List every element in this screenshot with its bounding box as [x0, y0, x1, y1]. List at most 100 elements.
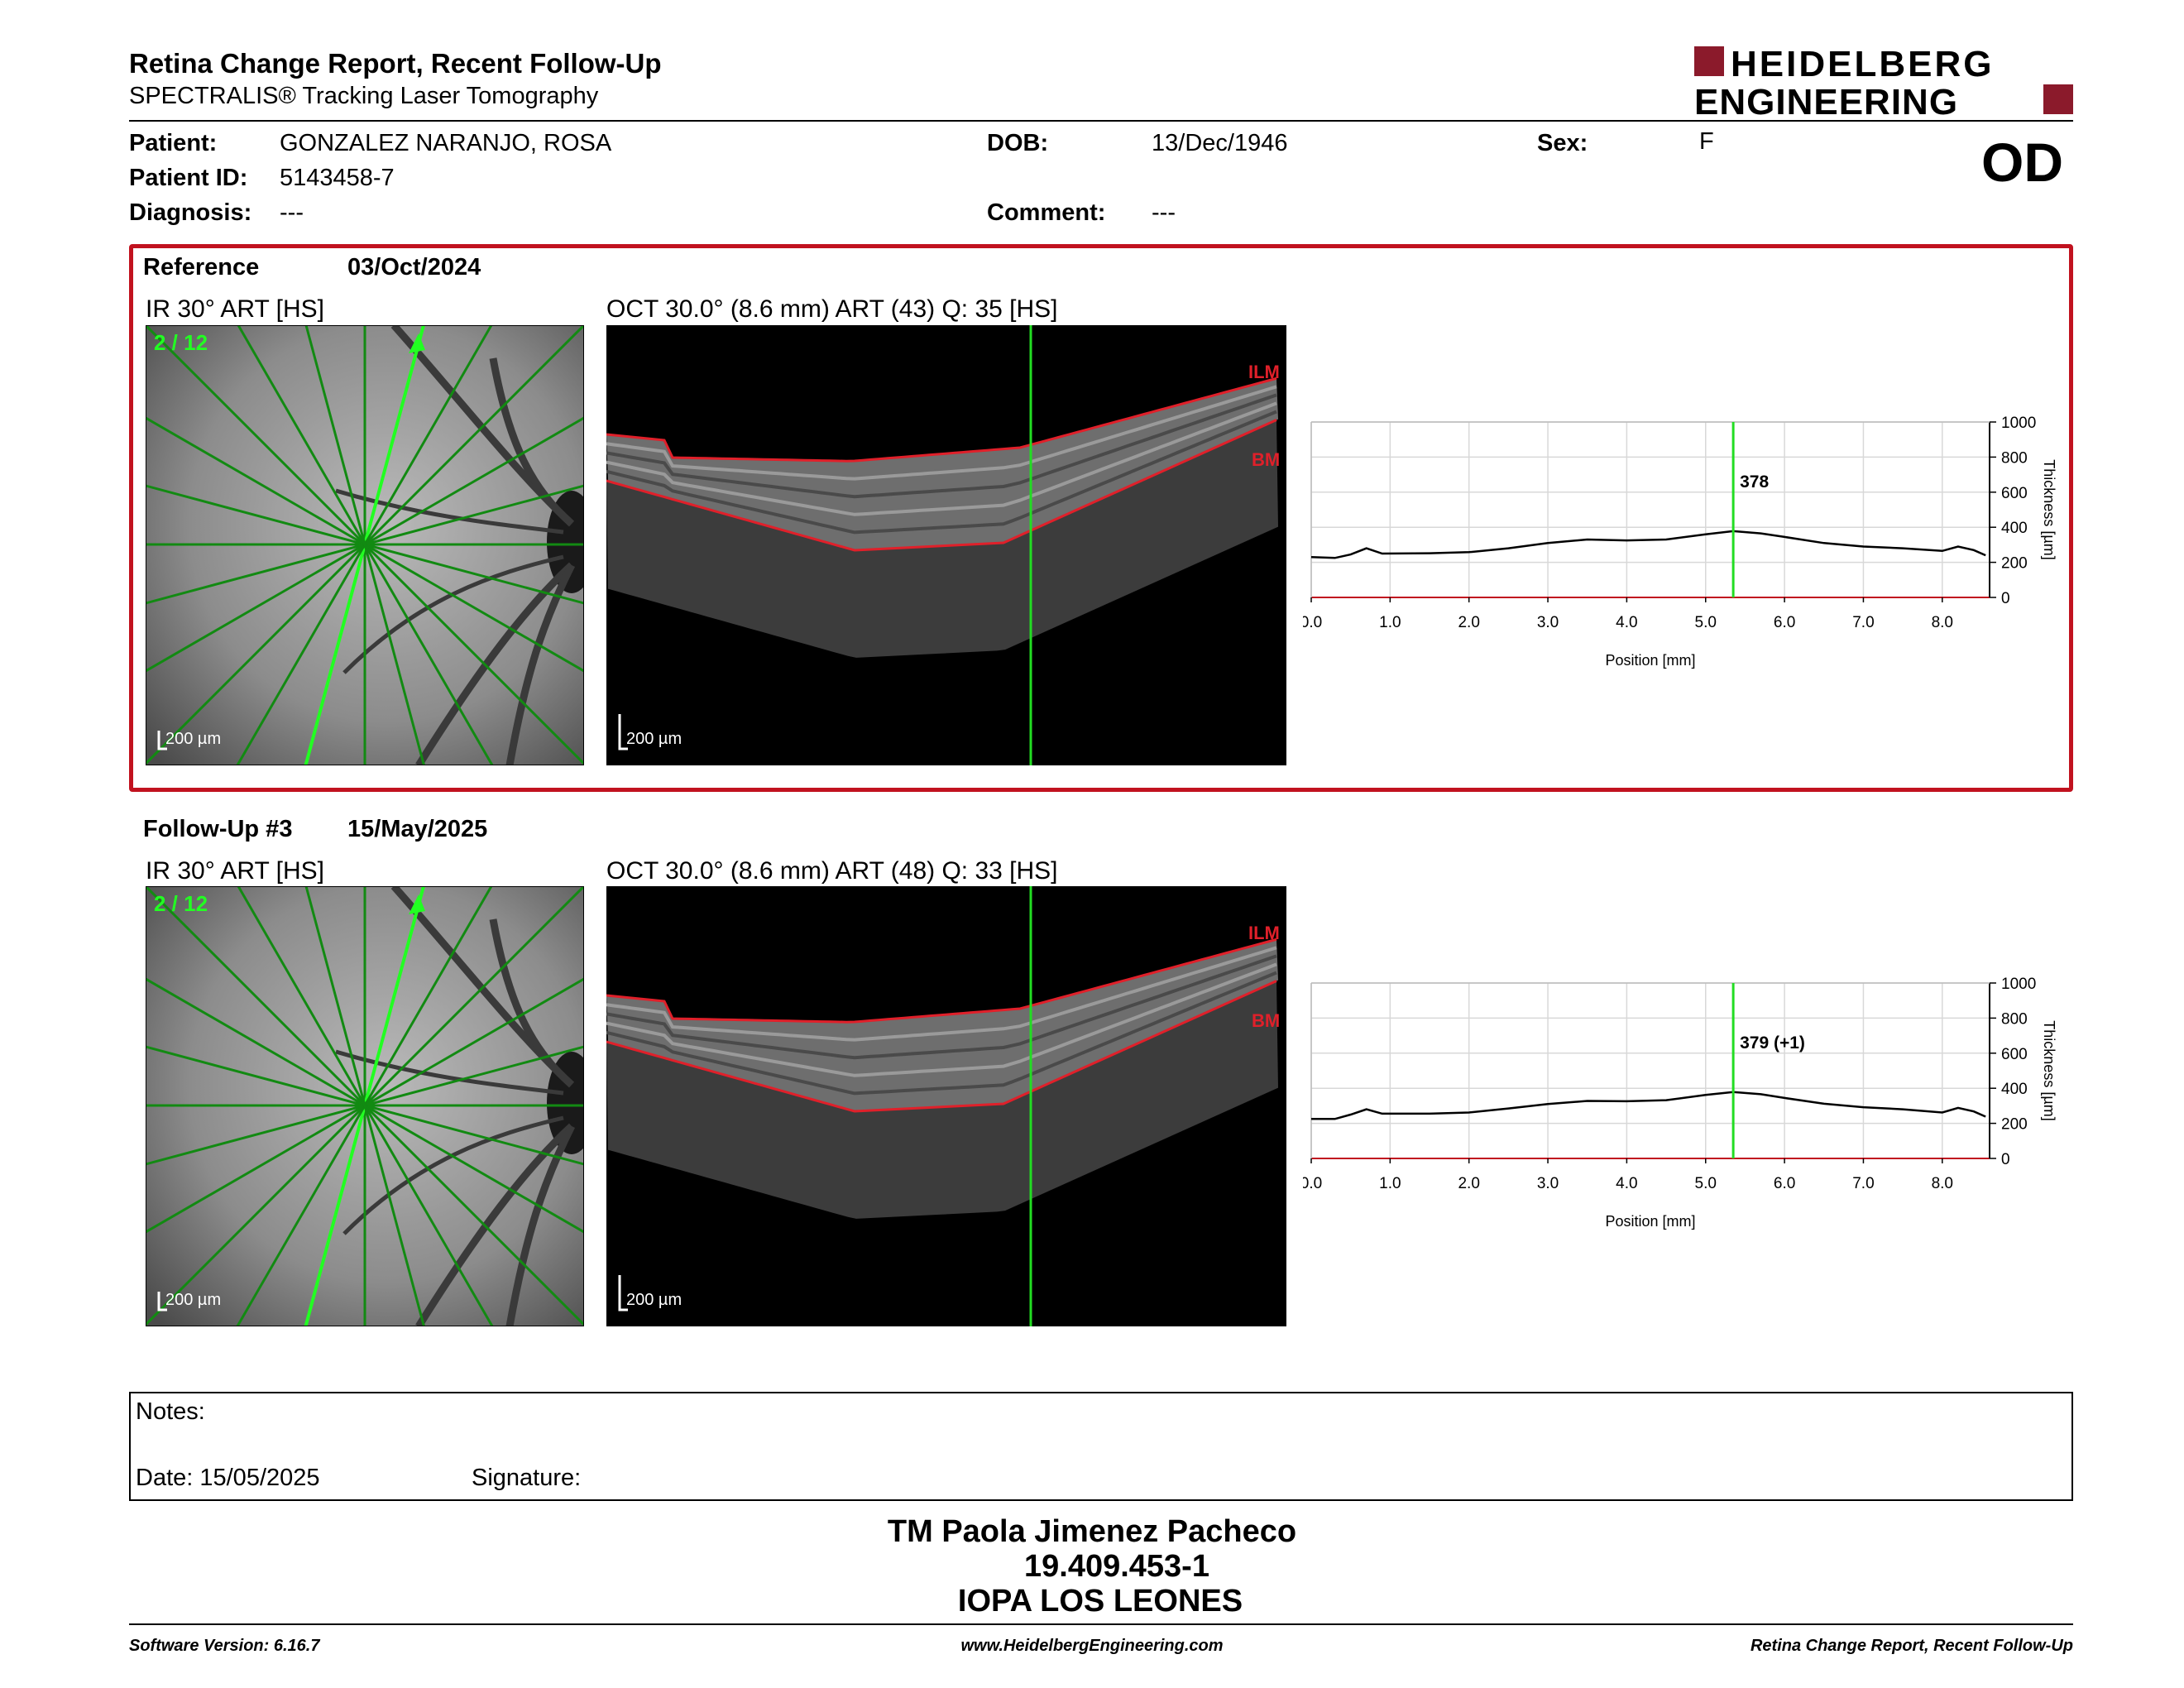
patient-label: Patient:: [129, 130, 218, 156]
scan-line: [304, 325, 426, 765]
y-tick-label: 600: [2001, 1046, 2028, 1063]
diagnosis-label: Diagnosis:: [129, 199, 252, 226]
x-tick-label: 6.0: [1774, 614, 1795, 631]
retinal-vessel: [489, 357, 574, 527]
x-tick-label: 3.0: [1537, 614, 1559, 631]
choroid: [606, 981, 1278, 1219]
retina-sublayer: [606, 393, 1277, 499]
scale-bar: [157, 1292, 167, 1312]
signer-org: IOPA LOS LEONES: [957, 1584, 1243, 1618]
retinal-vessel: [505, 1124, 576, 1326]
footer-report-name: Retina Change Report, Recent Follow-Up: [1750, 1637, 2073, 1655]
followup-date: 15/May/2025: [347, 816, 488, 842]
scale-label: 200 µm: [626, 1291, 682, 1309]
notes-date: Date: 15/05/2025: [136, 1465, 320, 1491]
y-tick-label: 800: [2001, 449, 2028, 467]
patient-id-label: Patient ID:: [129, 165, 248, 191]
retina-sublayer: [606, 971, 1277, 1096]
software-version: Software Version: 6.16.7: [129, 1637, 320, 1655]
x-tick-label: 7.0: [1852, 614, 1874, 631]
x-tick-label: 3.0: [1537, 1175, 1559, 1192]
x-axis-label: Position [mm]: [1605, 1213, 1695, 1230]
scale-label: 200 µm: [165, 1291, 221, 1309]
retinal-vessel: [342, 554, 564, 674]
comment-value: ---: [1152, 199, 1176, 226]
scale-bar: [618, 1275, 628, 1312]
ilm-boundary: [606, 938, 1277, 1024]
reference-frame: [129, 244, 2073, 792]
website-link[interactable]: www.HeidelbergEngineering.com: [960, 1637, 1224, 1655]
retinal-vessel: [415, 562, 575, 765]
scale-bar: [157, 731, 167, 750]
reference-ir-label: IR 30° ART [HS]: [146, 295, 324, 323]
x-tick-label: 8.0: [1932, 614, 1953, 631]
x-tick-label: 5.0: [1695, 1175, 1717, 1192]
y-axis-label: Thickness [µm]: [2041, 459, 2057, 559]
signature-label: Signature:: [472, 1465, 582, 1491]
x-tick-label: 4.0: [1616, 614, 1637, 631]
y-tick-label: 600: [2001, 485, 2028, 502]
x-tick-label: 5.0: [1695, 614, 1717, 631]
dob-value: 13/Dec/1946: [1152, 130, 1288, 156]
retinal-vessel: [489, 918, 574, 1088]
followup-thickness-chart: 0 200 400 600 800 1000 0.0 1.0 2.0 3.0 4.0 5.0 6.0 7.…: [1300, 975, 2064, 1240]
header-rule: [129, 120, 2073, 122]
y-tick-label: 1000: [2001, 976, 2036, 993]
reference-ir-image: 2 / 12 200 µm: [146, 325, 584, 765]
optic-disc: [547, 1052, 584, 1154]
reference-oct-image: ILM BM 200 µm: [606, 325, 1286, 765]
scan-index: 2 / 12: [154, 330, 208, 355]
retina-sublayer: [606, 962, 1277, 1077]
y-axis-label: Thickness [µm]: [2041, 1020, 2057, 1120]
logo-line1: HEIDELBERG: [1731, 45, 1994, 84]
x-tick-label: 6.0: [1774, 1175, 1795, 1192]
patient-name: GONZALEZ NARANJO, ROSA: [280, 130, 612, 156]
marker-value-label: 378: [1740, 472, 1769, 492]
retina-sublayer: [606, 385, 1277, 481]
notes-box: [129, 1392, 2073, 1501]
optic-disc: [547, 491, 584, 593]
scan-index: 2 / 12: [154, 891, 208, 916]
x-tick-label: 0.0: [1303, 614, 1322, 631]
retina-sublayer: [606, 946, 1277, 1042]
sex-label: Sex:: [1537, 130, 1588, 156]
followup-ir-image: 2 / 12 200 µm: [146, 886, 584, 1326]
sex-value: F: [1699, 128, 1714, 155]
report-subtitle: SPECTRALIS® Tracking Laser Tomography: [129, 83, 599, 109]
x-tick-label: 1.0: [1379, 1175, 1401, 1192]
dob-label: DOB:: [987, 130, 1049, 156]
x-tick-label: 2.0: [1458, 614, 1479, 631]
heidelberg-logo: HEIDELBERG ENGINEERING: [1694, 44, 2073, 122]
scale-label: 200 µm: [626, 730, 682, 748]
y-tick-label: 1000: [2001, 415, 2036, 432]
reference-thickness-chart: 0 200 400 600 800 1000 0.0 1.0 2.0 3.0 4.0 5.0 6.0 7.…: [1300, 414, 2064, 679]
bm-label: BM: [1252, 1010, 1280, 1031]
x-axis-label: Position [mm]: [1605, 652, 1695, 669]
retina-sublayer: [606, 401, 1277, 516]
marker-value-label: 379 (+1): [1740, 1033, 1805, 1053]
retinal-vessel: [335, 1049, 564, 1096]
ilm-boundary: [606, 376, 1277, 463]
retina-sublayer: [606, 954, 1277, 1060]
retinal-vessel: [342, 1115, 564, 1235]
patient-id: 5143458-7: [280, 165, 395, 191]
followup-oct-label: OCT 30.0° (8.6 mm) ART (48) Q: 33 [HS]: [606, 857, 1058, 885]
signer-name: TM Paola Jimenez Pacheco: [887, 1514, 1297, 1549]
scan-direction-arrow: [409, 894, 425, 914]
signer-id: 19.409.453-1: [1024, 1549, 1209, 1584]
thickness-line: [1310, 530, 1986, 559]
y-tick-label: 0: [2001, 1151, 2010, 1168]
y-tick-label: 200: [2001, 1116, 2028, 1134]
reference-date: 03/Oct/2024: [347, 254, 481, 281]
notes-label: Notes:: [136, 1398, 205, 1425]
x-tick-label: 8.0: [1932, 1175, 1953, 1192]
scan-direction-arrow: [409, 333, 425, 353]
ilm-label: ILM: [1248, 923, 1280, 943]
retina-layers: [606, 378, 1278, 550]
reference-oct-label: OCT 30.0° (8.6 mm) ART (43) Q: 35 [HS]: [606, 295, 1058, 323]
followup-label: Follow-Up #3: [143, 816, 293, 842]
x-tick-label: 0.0: [1303, 1175, 1322, 1192]
footer-rule: [129, 1623, 2073, 1625]
scale-label: 200 µm: [165, 730, 221, 748]
retina-sublayer: [606, 410, 1277, 535]
